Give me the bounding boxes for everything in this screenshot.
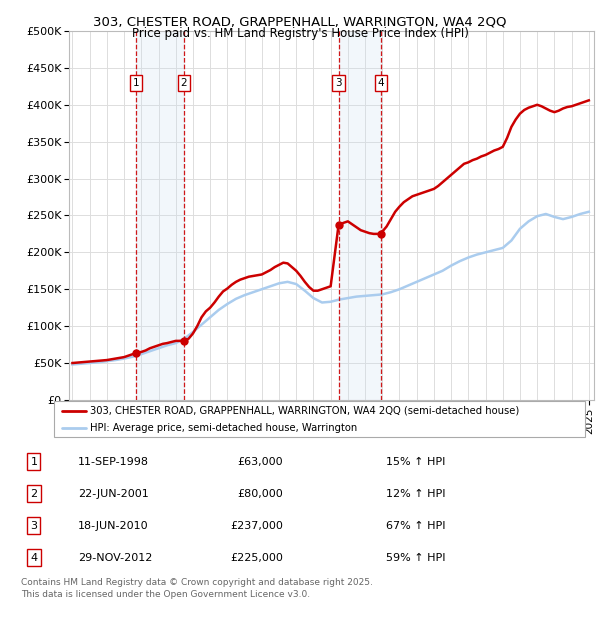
Text: 4: 4	[377, 78, 384, 87]
Text: 1: 1	[31, 456, 37, 466]
Bar	[338, 31, 381, 400]
Text: £63,000: £63,000	[237, 456, 283, 466]
Text: 2: 2	[31, 489, 37, 498]
Text: 15% ↑ HPI: 15% ↑ HPI	[386, 456, 446, 466]
Text: 12% ↑ HPI: 12% ↑ HPI	[386, 489, 446, 498]
Text: 2: 2	[181, 78, 187, 87]
Text: £237,000: £237,000	[230, 521, 283, 531]
Text: £225,000: £225,000	[230, 552, 283, 562]
Text: 3: 3	[335, 78, 342, 87]
Text: 59% ↑ HPI: 59% ↑ HPI	[386, 552, 446, 562]
Text: 303, CHESTER ROAD, GRAPPENHALL, WARRINGTON, WA4 2QQ (semi-detached house): 303, CHESTER ROAD, GRAPPENHALL, WARRINGT…	[90, 406, 520, 416]
Text: 1: 1	[133, 78, 139, 87]
Text: Price paid vs. HM Land Registry's House Price Index (HPI): Price paid vs. HM Land Registry's House …	[131, 27, 469, 40]
Text: 67% ↑ HPI: 67% ↑ HPI	[386, 521, 446, 531]
Text: 3: 3	[31, 521, 37, 531]
Text: 29-NOV-2012: 29-NOV-2012	[78, 552, 152, 562]
Text: 18-JUN-2010: 18-JUN-2010	[78, 521, 149, 531]
Text: Contains HM Land Registry data © Crown copyright and database right 2025.: Contains HM Land Registry data © Crown c…	[21, 578, 373, 587]
Text: 303, CHESTER ROAD, GRAPPENHALL, WARRINGTON, WA4 2QQ: 303, CHESTER ROAD, GRAPPENHALL, WARRINGT…	[93, 16, 507, 29]
Text: This data is licensed under the Open Government Licence v3.0.: This data is licensed under the Open Gov…	[21, 590, 310, 600]
Text: HPI: Average price, semi-detached house, Warrington: HPI: Average price, semi-detached house,…	[90, 423, 358, 433]
Text: £80,000: £80,000	[237, 489, 283, 498]
Text: 4: 4	[31, 552, 37, 562]
Text: 11-SEP-1998: 11-SEP-1998	[78, 456, 149, 466]
Text: 22-JUN-2001: 22-JUN-2001	[78, 489, 149, 498]
Bar	[136, 31, 184, 400]
